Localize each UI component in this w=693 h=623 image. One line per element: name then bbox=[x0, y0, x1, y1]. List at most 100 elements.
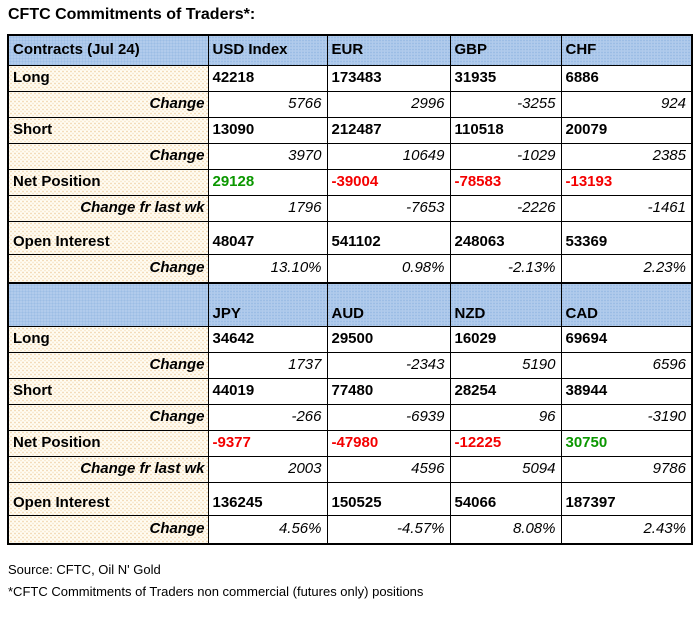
row-open-interest: Open Interest 48047 541102 248063 53369 bbox=[7, 220, 693, 255]
change-cell: 2385 bbox=[560, 142, 693, 170]
page-title: CFTC Commitments of Traders*: bbox=[8, 6, 256, 23]
row-label: Change bbox=[7, 253, 209, 284]
net-position-cell: 30750 bbox=[560, 429, 693, 457]
value-cell: 77480 bbox=[326, 377, 451, 405]
row-label: Change fr last wk bbox=[7, 455, 209, 483]
change-cell: -4.57% bbox=[326, 514, 451, 545]
footer-source: Source: CFTC, Oil N' Gold bbox=[8, 562, 161, 577]
change-cell: -2343 bbox=[326, 351, 451, 379]
net-position-cell: -78583 bbox=[449, 168, 562, 196]
change-cell: 10649 bbox=[326, 142, 451, 170]
net-position-cell: -9377 bbox=[207, 429, 328, 457]
change-cell: 5094 bbox=[449, 455, 562, 483]
column-header-contracts: Contracts (Jul 24) bbox=[7, 34, 209, 66]
column-header-usd-index: USD Index bbox=[207, 34, 328, 66]
value-cell: 38944 bbox=[560, 377, 693, 405]
value-cell: 44019 bbox=[207, 377, 328, 405]
value-cell: 541102 bbox=[326, 220, 451, 255]
change-cell: 0.98% bbox=[326, 253, 451, 284]
cot-table: Contracts (Jul 24) USD Index EUR GBP CHF… bbox=[7, 34, 693, 545]
value-cell: 16029 bbox=[449, 325, 562, 353]
value-cell: 28254 bbox=[449, 377, 562, 405]
change-cell: 2.23% bbox=[560, 253, 693, 284]
net-position-cell: -47980 bbox=[326, 429, 451, 457]
value-cell: 248063 bbox=[449, 220, 562, 255]
net-position-cell: -13193 bbox=[560, 168, 693, 196]
value-cell: 187397 bbox=[560, 481, 693, 516]
change-cell: 2.43% bbox=[560, 514, 693, 545]
row-oi-change: Change 4.56% -4.57% 8.08% 2.43% bbox=[7, 514, 693, 545]
row-label: Change bbox=[7, 514, 209, 545]
value-cell: 20079 bbox=[560, 116, 693, 144]
net-position-cell: -12225 bbox=[449, 429, 562, 457]
row-short-change: Change 3970 10649 -1029 2385 bbox=[7, 142, 693, 170]
footer-note: *CFTC Commitments of Traders non commerc… bbox=[8, 584, 424, 599]
change-cell: 6596 bbox=[560, 351, 693, 379]
value-cell: 136245 bbox=[207, 481, 328, 516]
value-cell: 53369 bbox=[560, 220, 693, 255]
value-cell: 173483 bbox=[326, 64, 451, 92]
value-cell: 34642 bbox=[207, 325, 328, 353]
change-cell: 2996 bbox=[326, 90, 451, 118]
change-cell: -2226 bbox=[449, 194, 562, 222]
row-short: Short 13090 212487 110518 20079 bbox=[7, 116, 693, 144]
change-cell: -1461 bbox=[560, 194, 693, 222]
row-label: Long bbox=[7, 64, 209, 92]
change-cell: -266 bbox=[207, 403, 328, 431]
row-net-change: Change fr last wk 1796 -7653 -2226 -1461 bbox=[7, 194, 693, 222]
row-label: Net Position bbox=[7, 168, 209, 196]
change-cell: -6939 bbox=[326, 403, 451, 431]
column-header-eur: EUR bbox=[326, 34, 451, 66]
change-cell: 1796 bbox=[207, 194, 328, 222]
value-cell: 212487 bbox=[326, 116, 451, 144]
change-cell: -3190 bbox=[560, 403, 693, 431]
column-header-gbp: GBP bbox=[449, 34, 562, 66]
column-header-blank bbox=[7, 282, 209, 327]
row-short-change: Change -266 -6939 96 -3190 bbox=[7, 403, 693, 431]
column-header-jpy: JPY bbox=[207, 282, 328, 327]
change-cell: 924 bbox=[560, 90, 693, 118]
row-long-change: Change 1737 -2343 5190 6596 bbox=[7, 351, 693, 379]
value-cell: 150525 bbox=[326, 481, 451, 516]
value-cell: 48047 bbox=[207, 220, 328, 255]
row-label: Long bbox=[7, 325, 209, 353]
change-cell: -7653 bbox=[326, 194, 451, 222]
change-cell: 1737 bbox=[207, 351, 328, 379]
row-long-change: Change 5766 2996 -3255 924 bbox=[7, 90, 693, 118]
value-cell: 54066 bbox=[449, 481, 562, 516]
value-cell: 42218 bbox=[207, 64, 328, 92]
column-header-nzd: NZD bbox=[449, 282, 562, 327]
value-cell: 6886 bbox=[560, 64, 693, 92]
change-cell: 13.10% bbox=[207, 253, 328, 284]
row-label: Open Interest bbox=[7, 481, 209, 516]
change-cell: 2003 bbox=[207, 455, 328, 483]
row-label: Change bbox=[7, 351, 209, 379]
section2-header-row: JPY AUD NZD CAD bbox=[7, 282, 693, 327]
row-label: Change bbox=[7, 403, 209, 431]
value-cell: 69694 bbox=[560, 325, 693, 353]
value-cell: 29500 bbox=[326, 325, 451, 353]
change-cell: 4.56% bbox=[207, 514, 328, 545]
change-cell: 3970 bbox=[207, 142, 328, 170]
row-label: Change bbox=[7, 142, 209, 170]
column-header-chf: CHF bbox=[560, 34, 693, 66]
change-cell: 96 bbox=[449, 403, 562, 431]
row-long: Long 34642 29500 16029 69694 bbox=[7, 325, 693, 353]
change-cell: -1029 bbox=[449, 142, 562, 170]
row-net-position: Net Position -9377 -47980 -12225 30750 bbox=[7, 429, 693, 457]
row-label: Change fr last wk bbox=[7, 194, 209, 222]
row-label: Open Interest bbox=[7, 220, 209, 255]
change-cell: 5190 bbox=[449, 351, 562, 379]
row-oi-change: Change 13.10% 0.98% -2.13% 2.23% bbox=[7, 253, 693, 284]
row-label: Net Position bbox=[7, 429, 209, 457]
footer: Source: CFTC, Oil N' Gold *CFTC Commitme… bbox=[8, 562, 693, 599]
row-short: Short 44019 77480 28254 38944 bbox=[7, 377, 693, 405]
row-label: Short bbox=[7, 377, 209, 405]
row-open-interest: Open Interest 136245 150525 54066 187397 bbox=[7, 481, 693, 516]
value-cell: 110518 bbox=[449, 116, 562, 144]
value-cell: 31935 bbox=[449, 64, 562, 92]
row-label: Change bbox=[7, 90, 209, 118]
change-cell: 9786 bbox=[560, 455, 693, 483]
net-position-cell: 29128 bbox=[207, 168, 328, 196]
change-cell: -3255 bbox=[449, 90, 562, 118]
